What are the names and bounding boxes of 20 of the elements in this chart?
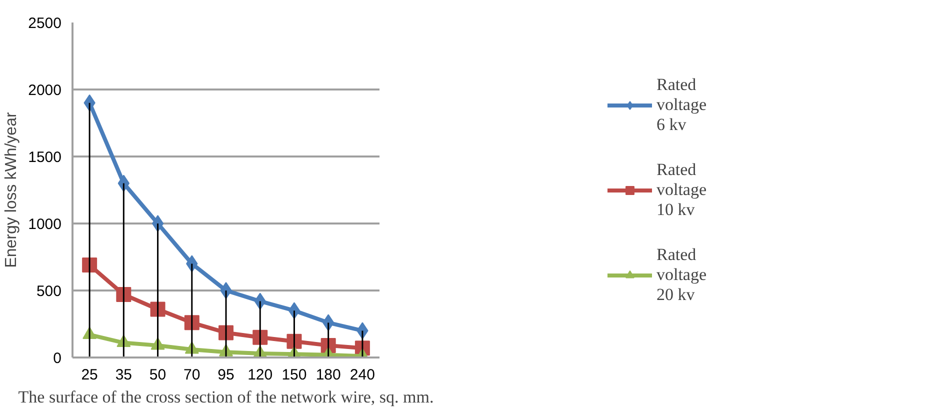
legend-label: Rated voltage 6 kv [656, 74, 707, 134]
x-tick-label: 240 [350, 366, 375, 384]
x-tick-label: 50 [149, 366, 166, 384]
legend-label: Rated voltage 10 kv [656, 160, 707, 220]
x-tick-label: 25 [81, 366, 98, 384]
x-tick-label: 95 [218, 366, 234, 384]
y-tick-label: 1000 [28, 216, 62, 233]
y-axis-title: Energy loss kWh/year [3, 112, 20, 268]
x-axis-title: The surface of the cross section of the network wire, sq. mm. [18, 388, 434, 406]
legend-label: Rated voltage 20 kv [656, 244, 707, 304]
x-tick-label: 180 [316, 366, 341, 384]
y-tick-label: 2500 [28, 15, 62, 32]
y-tick-label: 1500 [28, 149, 62, 166]
y-tick-label: 2000 [28, 82, 62, 99]
x-tick-label: 150 [282, 366, 307, 384]
x-tick-label: 120 [248, 366, 273, 384]
x-tick-label: 35 [115, 366, 132, 384]
y-tick-label: 500 [36, 283, 62, 300]
x-tick-label: 70 [184, 366, 200, 384]
y-tick-label: 0 [53, 350, 62, 367]
